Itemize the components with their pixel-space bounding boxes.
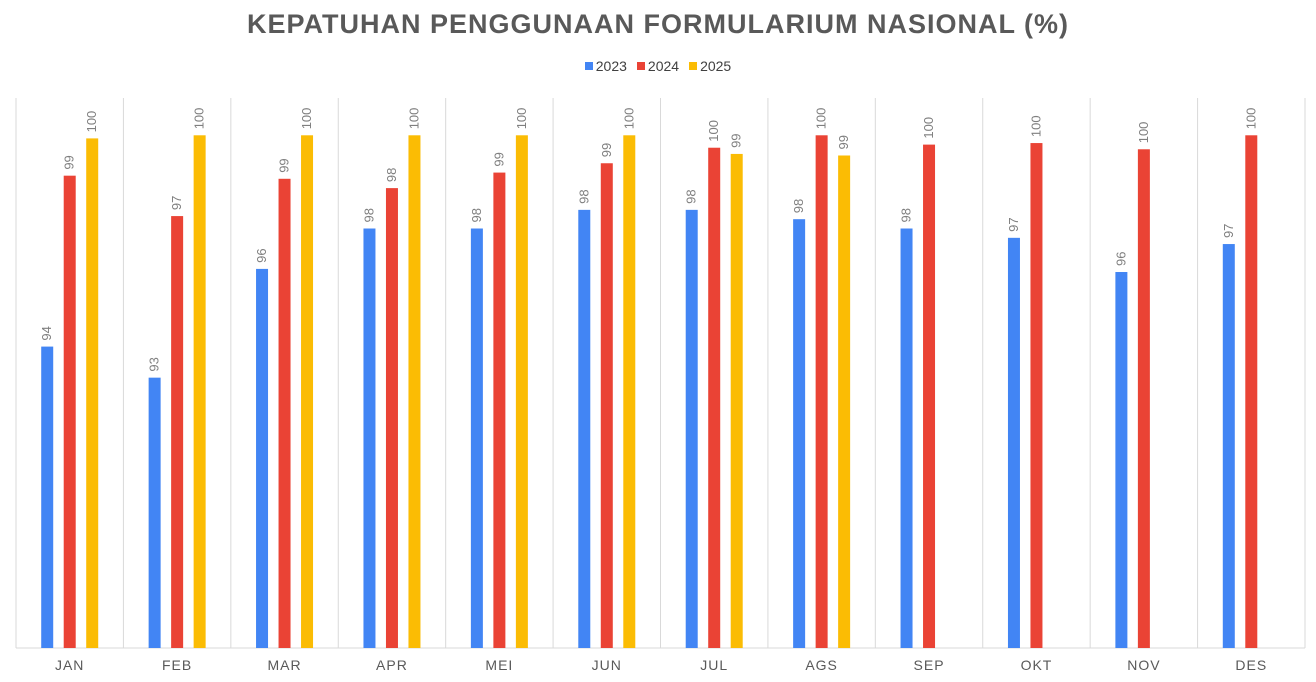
- data-label-2025-mar: 100: [299, 108, 314, 130]
- data-label-2024-jun: 99: [599, 143, 614, 157]
- data-label-2023-apr: 98: [361, 208, 376, 222]
- data-label-2023-mar: 96: [254, 248, 269, 262]
- x-tick-label-apr: APR: [376, 657, 408, 673]
- bar-2024-sep: [923, 144, 936, 649]
- bar-2023-ags: [793, 219, 806, 648]
- bar-2024-ags: [815, 135, 828, 649]
- data-label-2023-des: 97: [1221, 224, 1236, 238]
- x-tick-label-okt: OKT: [1021, 657, 1053, 673]
- bar-2025-jan: [86, 138, 99, 648]
- bar-2023-jun: [578, 209, 591, 649]
- x-tick-label-sep: SEP: [914, 657, 945, 673]
- data-label-2024-nov: 100: [1136, 122, 1151, 144]
- bar-2023-mei: [470, 228, 483, 648]
- x-tick-label-mei: MEI: [485, 657, 513, 673]
- legend-swatch-2025: [689, 62, 698, 70]
- data-label-2023-jun: 98: [576, 189, 591, 203]
- bar-2025-jun: [623, 135, 636, 649]
- data-label-2024-feb: 97: [169, 196, 184, 210]
- bar-2024-mar: [278, 178, 291, 649]
- data-label-2025-jul: 99: [729, 133, 744, 147]
- chart-legend: 2023 2024 2025: [0, 58, 1316, 74]
- x-tick-label-jul: JUL: [700, 657, 728, 673]
- x-tick-label-jun: JUN: [592, 657, 622, 673]
- x-tick-label-feb: FEB: [162, 657, 192, 673]
- bar-2025-feb: [193, 135, 206, 649]
- legend-swatch-2024: [636, 62, 645, 70]
- x-tick-label-mar: MAR: [267, 657, 301, 673]
- legend-label-2023: 2023: [595, 58, 627, 74]
- bar-2023-jul: [685, 209, 698, 649]
- data-label-2025-mei: 100: [514, 108, 529, 130]
- data-label-2024-jul: 100: [706, 120, 721, 142]
- bar-2023-nov: [1115, 272, 1128, 648]
- bar-2024-des: [1245, 135, 1258, 649]
- bar-2023-des: [1222, 244, 1235, 649]
- data-label-2023-mei: 98: [469, 208, 484, 222]
- bar-2024-jul: [708, 147, 721, 648]
- bar-2023-apr: [363, 228, 376, 648]
- legend-item-2024: 2024: [636, 58, 680, 74]
- data-label-2024-apr: 98: [384, 168, 399, 182]
- data-label-2023-ags: 98: [791, 199, 806, 213]
- bar-2024-jun: [600, 163, 613, 648]
- data-label-2023-feb: 93: [147, 357, 162, 371]
- bar-2025-jul: [730, 153, 743, 648]
- data-label-2025-jan: 100: [84, 111, 99, 133]
- x-tick-label-des: DES: [1235, 657, 1267, 673]
- data-label-2024-des: 100: [1243, 108, 1258, 130]
- legend-label-2024: 2024: [647, 58, 680, 74]
- bar-2024-jan: [63, 175, 76, 648]
- bar-2024-nov: [1137, 149, 1150, 648]
- data-label-2023-okt: 97: [1006, 217, 1021, 231]
- bar-2023-sep: [900, 228, 913, 648]
- data-label-2024-jan: 99: [62, 155, 77, 169]
- data-label-2023-jul: 98: [684, 189, 699, 203]
- legend-label-2025: 2025: [700, 58, 732, 74]
- data-label-2024-sep: 100: [921, 117, 936, 139]
- bar-2024-apr: [385, 188, 398, 649]
- bar-2023-feb: [148, 377, 161, 648]
- bar-2023-mar: [256, 268, 269, 648]
- data-label-2024-okt: 100: [1028, 115, 1043, 137]
- data-label-2025-ags: 99: [836, 135, 851, 149]
- bar-2024-okt: [1030, 143, 1043, 648]
- x-tick-label-nov: NOV: [1127, 657, 1160, 673]
- x-tick-label-ags: AGS: [805, 657, 838, 673]
- data-label-2023-sep: 98: [899, 208, 914, 222]
- data-label-2025-feb: 100: [192, 108, 207, 130]
- bar-2025-mar: [301, 135, 314, 649]
- data-label-2025-jun: 100: [621, 108, 636, 130]
- legend-item-2023: 2023: [584, 58, 627, 74]
- data-label-2024-ags: 100: [814, 108, 829, 130]
- data-label-2024-mei: 99: [491, 152, 506, 166]
- data-label-2025-apr: 100: [406, 108, 421, 130]
- data-label-2023-nov: 96: [1113, 252, 1128, 266]
- data-label-2023-jan: 94: [39, 326, 54, 340]
- bar-2025-ags: [838, 155, 851, 649]
- legend-swatch-2023: [584, 62, 593, 70]
- bar-2025-apr: [408, 135, 421, 649]
- bar-2023-okt: [1007, 237, 1020, 648]
- x-tick-label-jan: JAN: [55, 657, 84, 673]
- data-label-2024-mar: 99: [277, 158, 292, 172]
- bar-2024-feb: [171, 216, 184, 648]
- chart-title: KEPATUHAN PENGGUNAAN FORMULARIUM NASIONA…: [247, 9, 1069, 39]
- bar-2023-jan: [41, 346, 54, 648]
- bar-2025-mei: [515, 135, 528, 649]
- bar-2024-mei: [493, 172, 506, 648]
- legend-item-2025: 2025: [689, 58, 731, 74]
